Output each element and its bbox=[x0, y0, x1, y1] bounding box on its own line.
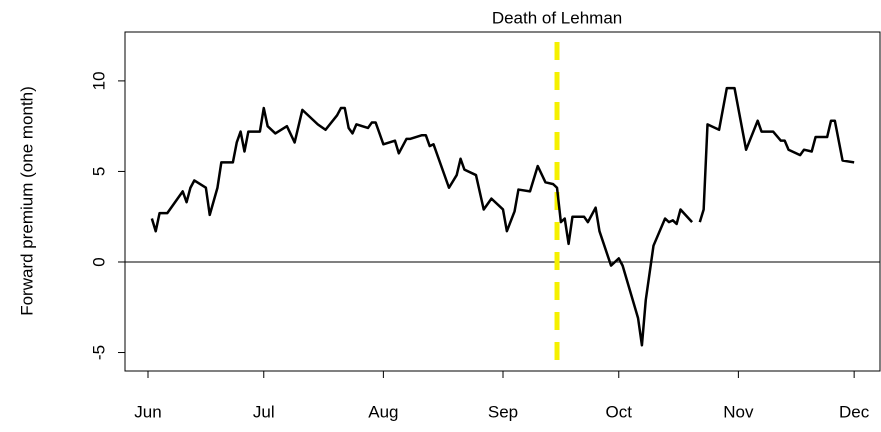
data-line bbox=[150, 86, 855, 347]
x-tick-label: Sep bbox=[488, 402, 518, 421]
x-tick-label: Aug bbox=[368, 402, 398, 421]
annotation-label: Death of Lehman bbox=[492, 8, 622, 27]
x-tick-label: Oct bbox=[606, 402, 633, 421]
x-tick-label: Dec bbox=[839, 402, 870, 421]
x-tick-label: Nov bbox=[723, 402, 754, 421]
y-axis-label: Forward premium (one month) bbox=[17, 86, 36, 316]
x-tick-label: Jun bbox=[134, 402, 161, 421]
x-tick-label: Jul bbox=[253, 402, 275, 421]
plot-frame bbox=[124, 31, 881, 372]
y-tick-label: 5 bbox=[89, 167, 108, 176]
y-tick-label: -5 bbox=[89, 345, 108, 360]
y-tick-label: 0 bbox=[89, 257, 108, 266]
y-tick-label: 10 bbox=[89, 71, 108, 90]
